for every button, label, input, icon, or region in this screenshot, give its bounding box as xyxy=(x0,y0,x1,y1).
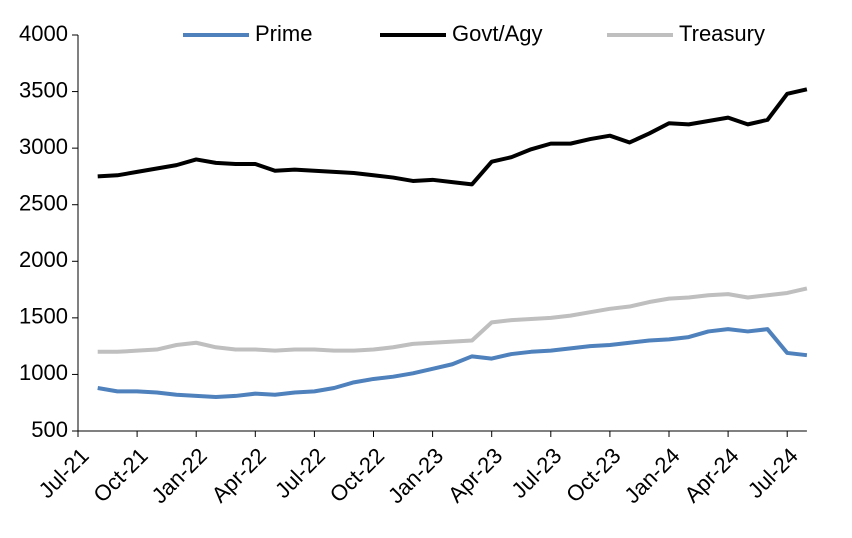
y-tick-label: 1500 xyxy=(19,304,68,329)
x-tick-label: Jul-23 xyxy=(506,443,566,503)
y-tick-label: 2000 xyxy=(19,247,68,272)
x-tick-label: Jan-22 xyxy=(147,443,212,508)
x-tick-label: Jul-24 xyxy=(743,443,803,503)
x-tick-label: Jan-23 xyxy=(383,443,448,508)
x-tick-label: Apr-23 xyxy=(443,443,507,507)
x-tick-label: Apr-22 xyxy=(207,443,271,507)
x-tick-label: Jul-21 xyxy=(34,443,94,503)
line-series xyxy=(97,286,808,354)
y-tick-label: 3000 xyxy=(19,134,68,159)
line-series xyxy=(97,87,808,187)
y-tick-label: 4000 xyxy=(19,21,68,46)
legend-label: Govt/Agy xyxy=(452,21,542,46)
legend-label: Treasury xyxy=(679,21,765,46)
x-tick-label: Jul-22 xyxy=(270,443,330,503)
x-tick-label: Oct-23 xyxy=(561,443,625,507)
y-tick-label: 3500 xyxy=(19,77,68,102)
y-tick-label: 2500 xyxy=(19,191,68,216)
x-tick-label: Oct-22 xyxy=(325,443,389,507)
y-tick-label: 1000 xyxy=(19,360,68,385)
y-tick-label: 500 xyxy=(31,417,68,442)
legend-label: Prime xyxy=(255,21,312,46)
line-series xyxy=(97,327,808,400)
x-tick-label: Apr-24 xyxy=(679,443,743,507)
x-tick-label: Jan-24 xyxy=(619,443,684,508)
x-tick-label: Oct-21 xyxy=(88,443,152,507)
